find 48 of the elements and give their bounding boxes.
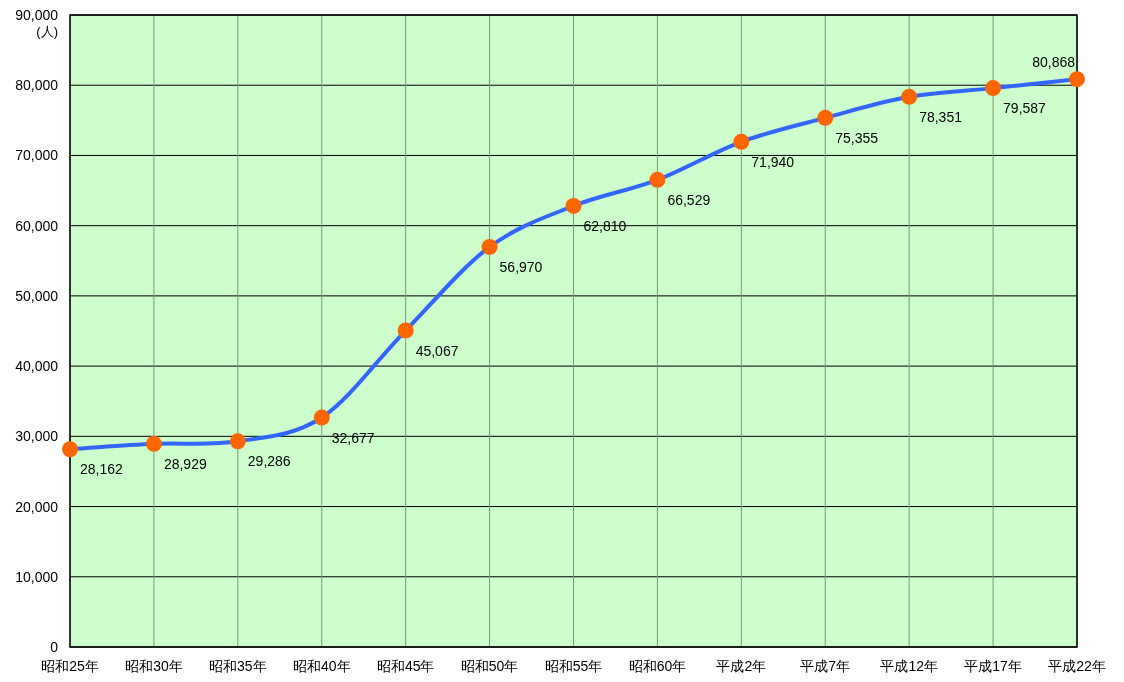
y-tick-label: 80,000 xyxy=(15,77,59,94)
y-tick-label: 70,000 xyxy=(15,147,59,164)
y-tick-label: 90,000 xyxy=(15,7,59,23)
point xyxy=(145,435,162,452)
data-label: 78,351 xyxy=(919,108,963,125)
point xyxy=(901,88,918,105)
x-tick-label: 昭和55年 xyxy=(544,658,603,674)
x-tick-label: 平成2年 xyxy=(716,658,767,674)
x-tick-label: 昭和40年 xyxy=(292,658,351,674)
point xyxy=(313,409,330,426)
data-label: 79,587 xyxy=(1003,100,1047,117)
x-tick-label: 平成17年 xyxy=(964,658,1022,674)
x-tick-label: 昭和45年 xyxy=(376,658,435,674)
point xyxy=(817,109,834,126)
data-label: 75,355 xyxy=(835,129,879,146)
y-tick-label: 60,000 xyxy=(15,217,59,234)
point xyxy=(985,80,1002,97)
x-tick-label: 昭和35年 xyxy=(209,658,267,674)
y-axis-title: (人) xyxy=(36,24,58,39)
y-tick-label: 30,000 xyxy=(15,428,59,445)
x-tick-label: 昭和60年 xyxy=(628,658,687,674)
point xyxy=(481,238,498,255)
x-tick-label: 昭和50年 xyxy=(460,658,519,674)
x-tick-label: 昭和30年 xyxy=(125,658,183,674)
x-tick-label: 平成22年 xyxy=(1048,658,1106,674)
y-tick-label: 40,000 xyxy=(15,358,59,375)
data-label: 28,929 xyxy=(163,455,207,472)
point xyxy=(649,171,666,188)
x-tick-label: 昭和25年 xyxy=(41,658,99,674)
data-label: 56,970 xyxy=(499,258,543,275)
point xyxy=(1069,71,1085,88)
data-label: 66,529 xyxy=(667,191,711,208)
data-label: 28,162 xyxy=(80,461,124,478)
data-label: 29,286 xyxy=(247,453,291,470)
point xyxy=(565,197,582,214)
y-tick-label: 20,000 xyxy=(15,498,59,515)
point xyxy=(397,322,414,339)
data-label: 45,067 xyxy=(415,342,459,359)
x-tick-label: 平成7年 xyxy=(800,658,851,674)
y-tick-label: 0 xyxy=(50,639,59,655)
data-label: 71,940 xyxy=(751,153,795,170)
y-tick-label: 10,000 xyxy=(15,568,59,585)
y-tick-label: 50,000 xyxy=(15,287,59,304)
point xyxy=(229,433,246,450)
point xyxy=(733,133,750,150)
point xyxy=(62,441,78,458)
data-label: 80,868 xyxy=(1032,54,1076,71)
x-tick-label: 平成12年 xyxy=(880,658,938,674)
